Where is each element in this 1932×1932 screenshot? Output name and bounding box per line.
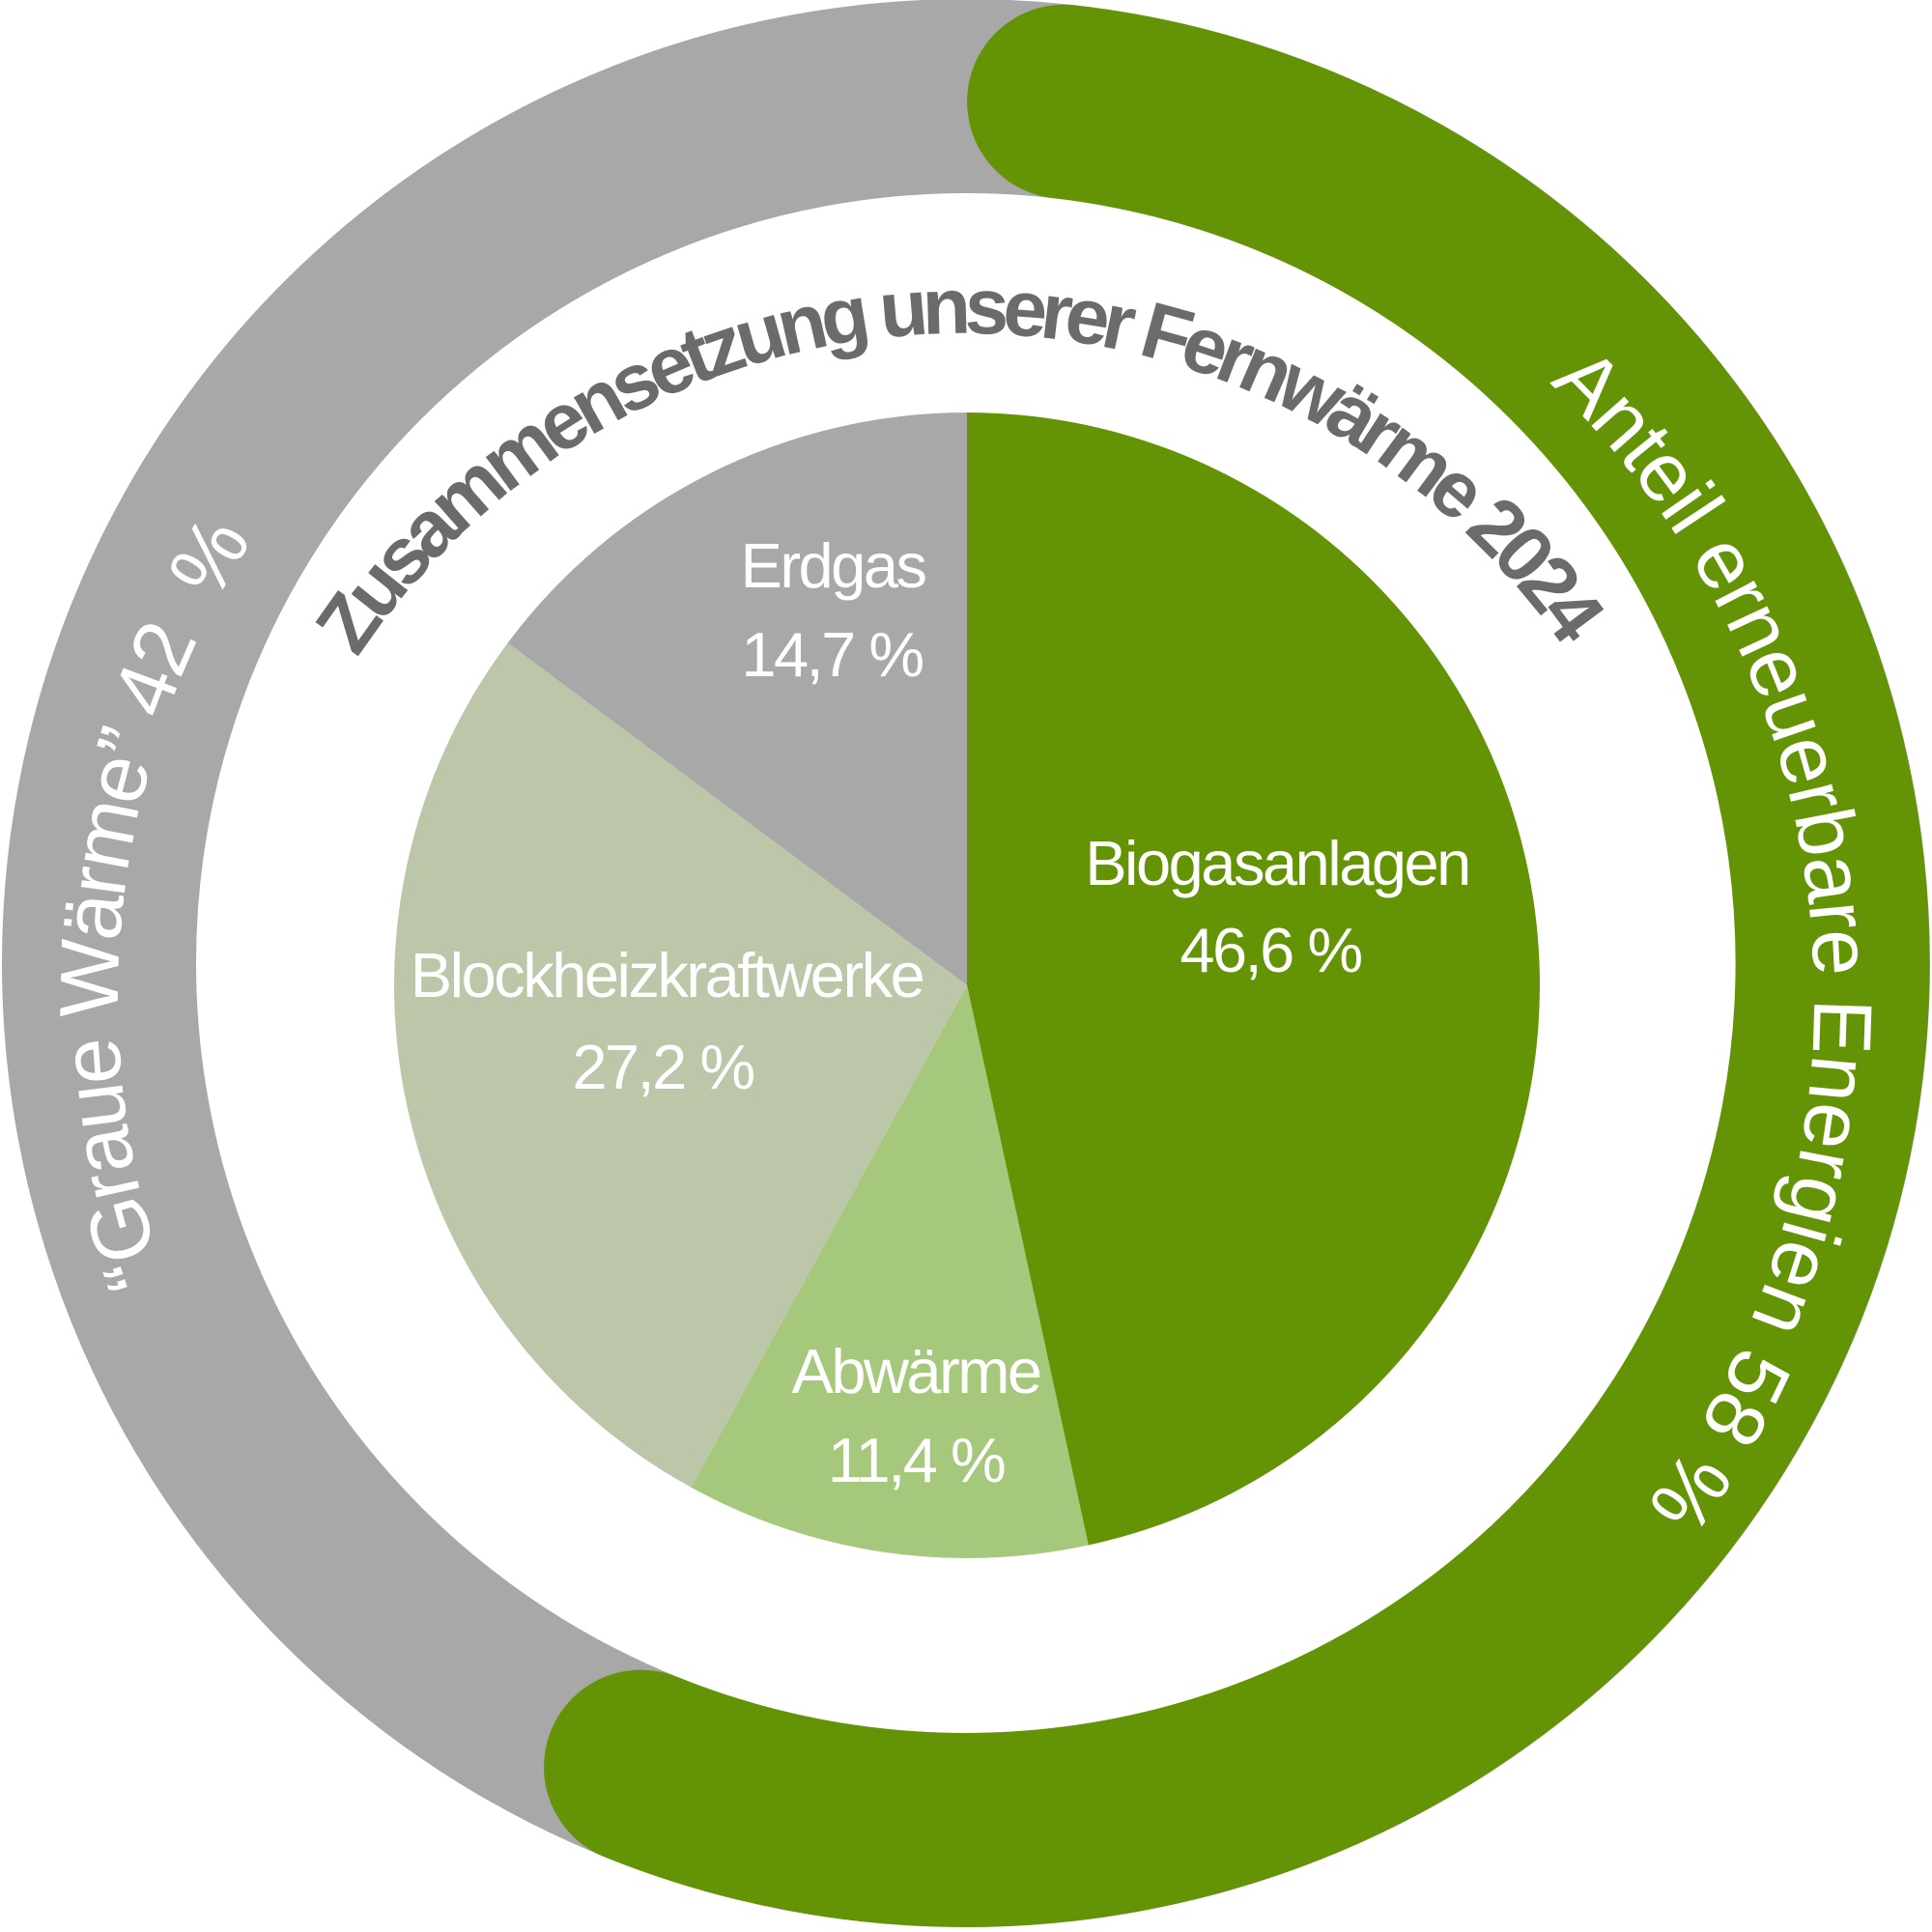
svg-text:Biogasanlagen: Biogasanlagen bbox=[1085, 828, 1469, 898]
svg-text:27,2 %: 27,2 % bbox=[572, 1032, 753, 1102]
svg-text:Abwärme: Abwärme bbox=[791, 1336, 1039, 1406]
svg-text:11,4 %: 11,4 % bbox=[828, 1425, 1005, 1495]
svg-text:14,7 %: 14,7 % bbox=[741, 619, 923, 690]
svg-text:Blockheizkraftwerke: Blockheizkraftwerke bbox=[411, 940, 923, 1010]
svg-text:46,6 %: 46,6 % bbox=[1179, 915, 1361, 985]
svg-text:Erdgas: Erdgas bbox=[741, 530, 926, 601]
